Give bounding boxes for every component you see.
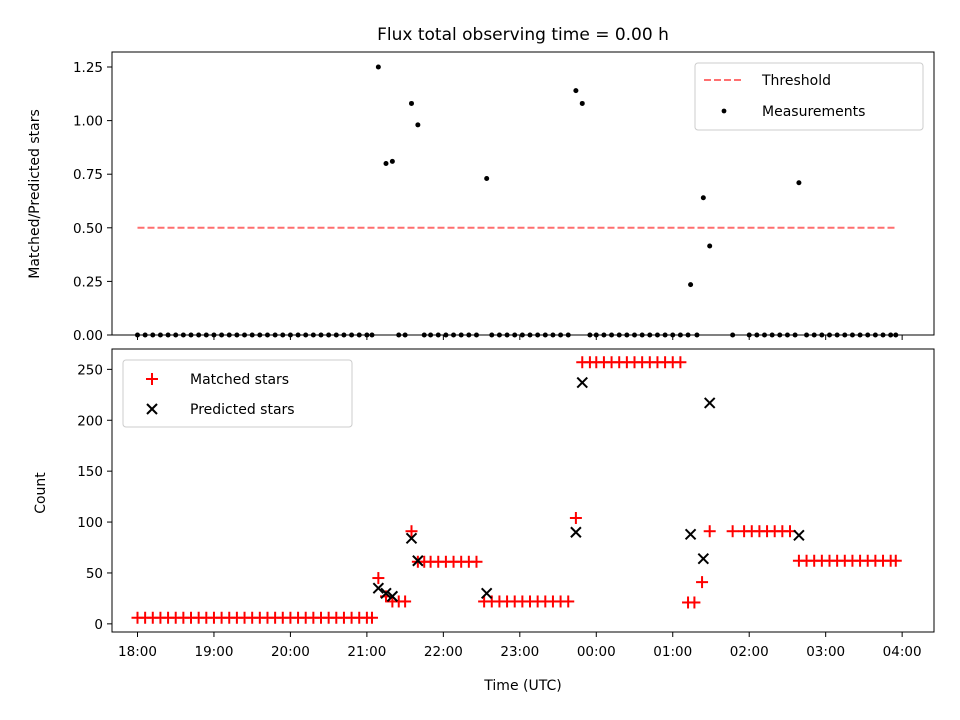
x-tick-label: 01:00 — [653, 644, 692, 660]
bottom-y-tick-label: 50 — [86, 566, 103, 582]
flux-ratio-panel: Flux total observing time = 0.00 h Match… — [27, 25, 935, 344]
bottom-axes-content: 0 50 100 150 200 250 18:00 19:00 20:00 21:00 22:00… — [77, 356, 922, 660]
predicted-marker-b — [405, 532, 418, 545]
predicted-star-marker — [697, 552, 710, 565]
bottom-y-tick-label: 200 — [77, 413, 103, 429]
matched-star-marker — [696, 576, 709, 589]
predicted-marker-b — [576, 376, 588, 389]
predicted-marker-b — [697, 552, 710, 565]
measurement-point — [383, 160, 389, 166]
chart-title: Flux total observing time = 0.00 h — [377, 25, 669, 45]
x-tick-label: 23:00 — [500, 644, 539, 660]
top-y-tick-label: 0.00 — [73, 328, 103, 344]
predicted-marker-b — [684, 528, 697, 540]
bottom-y-tick-label: 100 — [77, 515, 103, 531]
top-legend-box — [694, 62, 924, 131]
legend-threshold-label: Threshold — [761, 73, 831, 89]
top-legend: Threshold Measurements — [694, 62, 924, 131]
predicted-star-marker — [405, 532, 418, 545]
measurement-point — [573, 88, 579, 94]
legend-measurements-swatch — [721, 108, 727, 114]
bottom-legend: Matched stars Predicted stars — [122, 359, 353, 428]
legend-matched-swatch — [146, 373, 158, 385]
x-tick-label: 00:00 — [577, 644, 616, 660]
x-tick-label: 19:00 — [195, 644, 234, 660]
predicted-star-marker — [412, 555, 424, 567]
x-tick-label: 22:00 — [424, 644, 463, 660]
top-y-tick-label: 1.25 — [73, 60, 103, 76]
matched-star-marker — [889, 554, 902, 567]
star-count-panel: Count Time (UTC) 0 50 100 150 200 250 18:00 19:… — [33, 348, 935, 694]
x-tick-label: 04:00 — [883, 644, 922, 660]
legend-predicted-swatch — [146, 403, 158, 415]
predicted-marker-b — [793, 529, 805, 541]
bottom-y-tick-label: 0 — [94, 617, 103, 633]
bottom-y-axis-label: Count — [33, 472, 49, 514]
x-tick-label: 18:00 — [118, 644, 157, 660]
predicted-star-marker — [386, 590, 399, 603]
legend-measurements-label: Measurements — [762, 104, 865, 120]
top-y-tick-label: 0.75 — [73, 167, 103, 183]
matched-star-marker — [470, 555, 483, 568]
matched-star-marker — [365, 611, 378, 624]
predicted-star-marker — [480, 587, 493, 600]
matched-star-marker — [569, 511, 582, 524]
x-tick-label: 03:00 — [806, 644, 845, 660]
matched-star-marker — [726, 525, 739, 538]
measurement-point — [375, 64, 381, 70]
matched-star-marker — [674, 356, 687, 369]
x-tick-label: 02:00 — [730, 644, 769, 660]
predicted-marker-b — [480, 587, 493, 600]
matched-star-marker — [399, 595, 412, 608]
legend-predicted-label: Predicted stars — [190, 402, 295, 418]
matched-star-marker — [372, 572, 385, 585]
x-tick-label: 20:00 — [271, 644, 310, 660]
predicted-star-marker — [570, 526, 582, 538]
legend-matched-label: Matched stars — [190, 372, 289, 388]
matched-star-marker — [703, 525, 716, 538]
matched-star-marker — [562, 595, 575, 608]
measurement-point — [389, 158, 395, 164]
x-tick-label: 21:00 — [347, 644, 386, 660]
measurement-point — [707, 243, 713, 249]
bottom-y-tick-label: 250 — [77, 362, 103, 378]
top-y-tick-label: 0.25 — [73, 274, 103, 290]
predicted-star-marker — [576, 376, 588, 389]
matched-star-marker — [405, 525, 418, 538]
predicted-star-marker — [380, 587, 392, 600]
predicted-marker-b — [372, 582, 385, 594]
predicted-marker-b — [386, 590, 399, 603]
bottom-y-tick-label: 150 — [77, 464, 103, 480]
predicted-marker-b — [570, 526, 582, 538]
predicted-star-marker — [684, 528, 697, 540]
measurement-point — [688, 282, 694, 288]
bottom-legend-box — [122, 359, 353, 428]
predicted-marker-b — [703, 397, 716, 409]
predicted-star-marker — [372, 582, 385, 594]
predicted-star-marker — [703, 397, 716, 409]
predicted-star-marker — [793, 529, 805, 541]
predicted-marker-b — [380, 587, 392, 600]
measurement-point — [579, 100, 585, 106]
measurement-point — [415, 122, 421, 128]
measurement-point — [796, 180, 802, 186]
x-axis-label: Time (UTC) — [483, 678, 561, 694]
top-y-axis-label: Matched/Predicted stars — [27, 109, 43, 279]
measurement-point — [700, 195, 706, 201]
measurement-point — [408, 100, 414, 106]
top-y-tick-label: 1.00 — [73, 114, 103, 130]
top-y-tick-label: 0.50 — [73, 221, 103, 237]
top-axes-frame — [111, 51, 935, 336]
bottom-axes-frame — [111, 348, 935, 633]
measurement-point — [484, 175, 490, 181]
matched-star-marker — [688, 596, 701, 609]
predicted-marker-b — [412, 555, 424, 567]
